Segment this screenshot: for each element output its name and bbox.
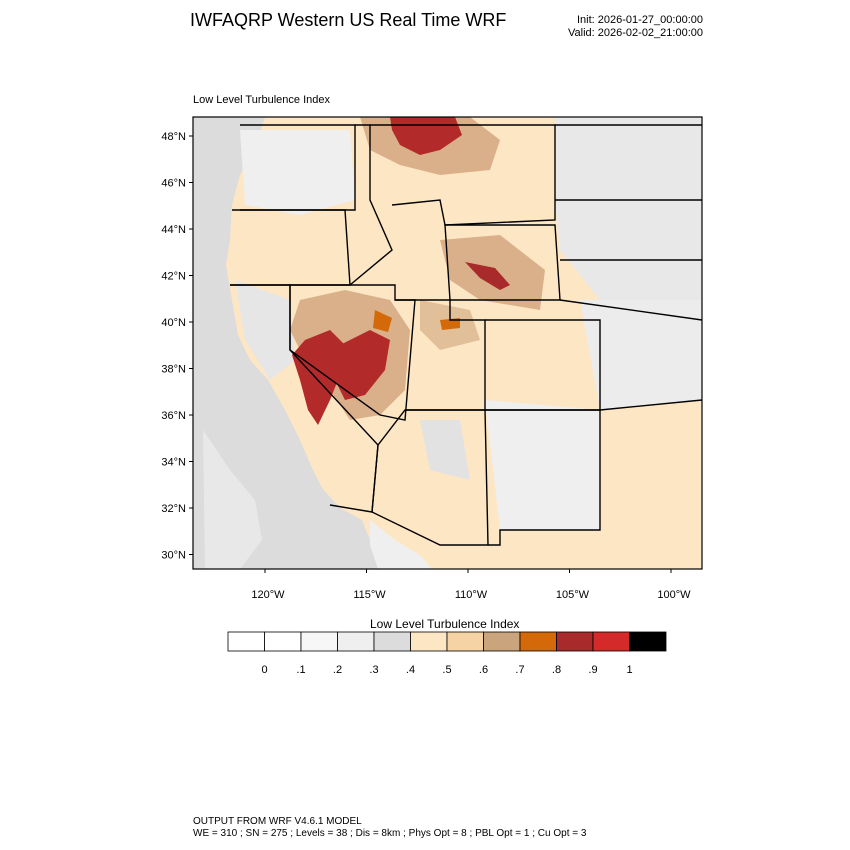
california-border xyxy=(230,284,379,513)
colorbar-title: Low Level Turbulence Index xyxy=(370,617,520,631)
lon-tick-label: 105°W xyxy=(556,589,590,601)
colorbar-label: 1 xyxy=(626,664,632,676)
colorbar-label: .5 xyxy=(442,664,451,676)
new-mexico-gray xyxy=(485,400,600,530)
colorbar-swatch xyxy=(629,631,667,652)
colorbar-swatch xyxy=(300,631,338,652)
colorbar-label: .6 xyxy=(479,664,488,676)
lat-tick-label: 38°N xyxy=(161,364,186,376)
colorbar-label: .2 xyxy=(333,664,342,676)
montana-border xyxy=(370,124,556,226)
lat-tick-label: 44°N xyxy=(161,224,186,236)
nevada-core xyxy=(335,330,390,400)
colorbar-label: .3 xyxy=(369,664,378,676)
init-time: Init: 2026-01-27_00:00:00 xyxy=(577,14,703,26)
lon-tick-label: 110°W xyxy=(455,589,488,601)
utah-orange-spot xyxy=(440,318,460,330)
colorbar-swatch xyxy=(410,631,448,652)
lon-tick-label: 120°W xyxy=(251,589,285,601)
lat-tick-label: 30°N xyxy=(161,550,186,562)
northern-plains-gray xyxy=(555,117,702,300)
latitude-axis: 48°N 46°N 44°N 42°N 40°N 38°N 36°N 34°N 32°N 30°N xyxy=(161,131,193,562)
plains-borders xyxy=(555,124,702,411)
washington-gray xyxy=(240,130,355,215)
colorbar: 0 .1 .2 .3 .4 .5 .6 .7 .8 .9 1 xyxy=(227,631,667,676)
colorbar-swatch xyxy=(446,631,484,652)
lon-tick-label: 100°W xyxy=(657,589,691,601)
colorbar-swatch xyxy=(337,631,375,652)
colorbar-label: .7 xyxy=(515,664,524,676)
colorbar-swatch xyxy=(483,631,521,652)
colorbar-label: .4 xyxy=(406,664,415,676)
colorbar-swatch xyxy=(227,631,265,652)
map-subtitle: Low Level Turbulence Index xyxy=(193,94,330,106)
lat-tick-label: 42°N xyxy=(161,271,186,283)
lat-tick-label: 36°N xyxy=(161,410,186,422)
lat-tick-label: 46°N xyxy=(161,178,186,190)
gulf-of-california xyxy=(370,520,432,569)
colorbar-label: .9 xyxy=(588,664,597,676)
colorbar-swatch xyxy=(519,631,557,652)
lat-tick-label: 40°N xyxy=(161,317,186,329)
state-boundaries xyxy=(230,124,702,546)
colorbar-swatch xyxy=(592,631,630,652)
montana-core xyxy=(390,117,462,155)
central-plains-gray xyxy=(580,300,702,410)
arizona-gray xyxy=(420,420,470,480)
model-output-line: OUTPUT FROM WRF V4.6.1 MODEL xyxy=(193,816,362,827)
idaho-border xyxy=(349,124,393,286)
model-settings-line: WE = 310 ; SN = 275 ; Levels = 38 ; Dis … xyxy=(193,828,587,839)
lat-tick-label: 34°N xyxy=(161,457,186,469)
california-gray xyxy=(235,280,295,380)
colorbar-label: 0 xyxy=(261,664,267,676)
sierra-core xyxy=(292,330,345,425)
colorbar-swatch xyxy=(373,631,411,652)
ocean-light-patch xyxy=(203,430,262,569)
map-area xyxy=(193,117,702,569)
pacific-ocean xyxy=(193,117,385,569)
nevada-orange-spot xyxy=(373,310,392,332)
lon-tick-label: 115°W xyxy=(353,589,386,601)
longitude-axis: 120°W 115°W 110°W 105°W 100°W xyxy=(251,569,691,601)
chart-title: IWFAQRP Western US Real Time WRF xyxy=(190,10,507,30)
wyoming-core xyxy=(465,262,510,290)
colorbar-label: .8 xyxy=(552,664,561,676)
lat-tick-label: 32°N xyxy=(161,503,186,515)
map-frame xyxy=(192,116,703,570)
colorbar-swatch xyxy=(264,631,302,652)
new-mexico-border xyxy=(485,409,601,546)
valid-time: Valid: 2026-02-02_21:00:00 xyxy=(568,27,703,39)
colorbar-label: .1 xyxy=(296,664,305,676)
nevada-border xyxy=(289,284,416,421)
lat-tick-label: 48°N xyxy=(161,131,186,143)
colorbar-swatch xyxy=(556,631,594,652)
